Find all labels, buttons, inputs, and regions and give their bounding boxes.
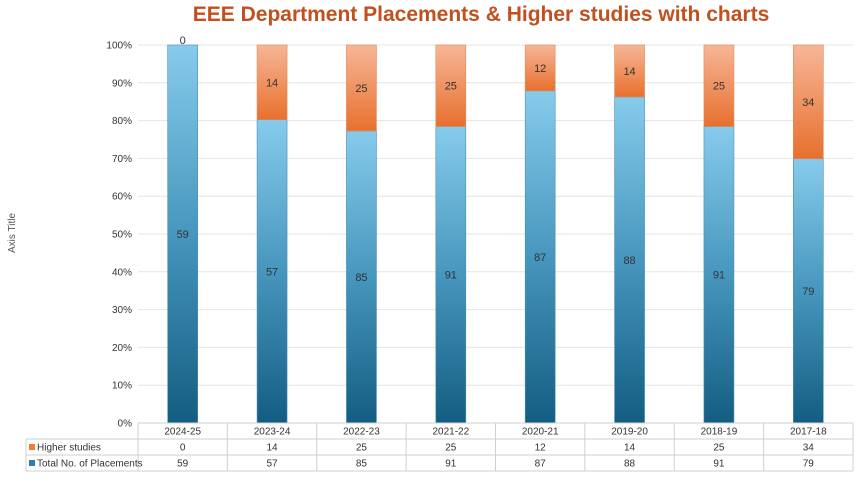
table-cell-higher-studies: 25 — [713, 443, 725, 454]
bar-placements — [703, 126, 735, 424]
bar-placements — [614, 96, 645, 424]
bar-series — [167, 44, 824, 424]
bar-placements — [256, 119, 288, 424]
data-label-higher-studies: 12 — [534, 63, 546, 75]
category-label: 2021-22 — [432, 427, 469, 438]
data-label-placements: 57 — [266, 266, 278, 278]
y-tick-label: 100% — [106, 41, 132, 52]
chart-title: EEE Department Placements & Higher studi… — [193, 3, 770, 26]
table-cell-placements: 91 — [445, 459, 457, 470]
table-cell-higher-studies: 25 — [356, 443, 368, 454]
legend-label-higher-studies: Higher studies — [37, 443, 101, 454]
category-label: 2020-21 — [522, 427, 559, 438]
data-label-higher-studies: 14 — [623, 66, 635, 78]
table-cell-higher-studies: 14 — [267, 443, 279, 454]
data-label-placements: 85 — [355, 272, 367, 284]
y-tick-label: 30% — [112, 305, 132, 316]
bar-higher-studies — [703, 44, 735, 127]
data-label-higher-studies: 34 — [802, 97, 814, 109]
category-label: 2023-24 — [254, 427, 291, 438]
bar-higher-studies — [346, 44, 377, 132]
table-cell-higher-studies: 0 — [180, 443, 186, 454]
bar-placements — [167, 44, 198, 424]
data-label-placements: 59 — [177, 229, 189, 241]
data-label-higher-studies: 25 — [445, 81, 457, 93]
bar-higher-studies — [256, 44, 288, 120]
table-cell-placements: 79 — [803, 459, 815, 470]
data-label-placements: 88 — [623, 255, 635, 267]
data-label-higher-studies: 0 — [180, 35, 186, 47]
category-label: 2022-23 — [343, 427, 380, 438]
category-label: 2024-25 — [164, 427, 201, 438]
y-tick-label: 70% — [112, 154, 132, 165]
table-cell-placements: 91 — [713, 459, 725, 470]
data-label-placements: 79 — [802, 286, 814, 298]
y-tick-label: 80% — [112, 116, 132, 127]
data-table: 2024-25 2023-24 2022-23 2021-22 2020-21 2019-… — [25, 422, 854, 472]
table-cell-placements: 57 — [267, 459, 279, 470]
y-axis-title: Axis Title — [7, 213, 18, 253]
table-cell-higher-studies: 14 — [624, 443, 636, 454]
data-label-higher-studies: 25 — [355, 83, 367, 95]
bar-higher-studies — [524, 44, 556, 92]
table-cell-placements: 87 — [535, 459, 547, 470]
y-axis-ticks: 0% 10% 20% 30% 40% 50% 60% 70% 80% 90% 100% — [106, 41, 132, 430]
legend-key-placements — [29, 460, 35, 466]
y-tick-label: 60% — [112, 192, 132, 203]
table-cell-placements: 59 — [177, 459, 189, 470]
y-tick-label: 20% — [112, 343, 132, 354]
bar-higher-studies — [435, 44, 467, 127]
legend-key-higher-studies — [29, 444, 35, 450]
data-labels: 59 0 57 14 85 25 91 25 87 12 88 14 91 25 79 34 — [177, 35, 815, 298]
table-cell-placements: 85 — [356, 459, 368, 470]
y-tick-label: 0% — [118, 419, 133, 430]
y-tick-label: 50% — [112, 230, 132, 241]
legend-label-placements: Total No. of Placements — [37, 459, 143, 470]
data-label-placements: 91 — [445, 270, 457, 282]
table-cell-higher-studies: 34 — [803, 443, 815, 454]
category-label: 2019-20 — [611, 427, 648, 438]
bar-higher-studies — [614, 44, 645, 98]
y-tick-label: 90% — [112, 78, 132, 89]
category-label: 2017-18 — [790, 427, 827, 438]
data-label-higher-studies: 25 — [713, 81, 725, 93]
table-cell-placements: 88 — [624, 459, 636, 470]
gridlines — [138, 44, 853, 424]
data-label-placements: 87 — [534, 252, 546, 264]
bar-higher-studies — [793, 44, 824, 160]
y-tick-label: 10% — [112, 381, 132, 392]
y-tick-label: 40% — [112, 267, 132, 278]
data-label-placements: 91 — [713, 270, 725, 282]
category-label: 2018-19 — [701, 427, 738, 438]
bar-placements — [524, 90, 556, 424]
table-cell-higher-studies: 12 — [535, 443, 547, 454]
data-label-higher-studies: 14 — [266, 77, 278, 89]
table-cell-higher-studies: 25 — [445, 443, 457, 454]
bar-placements — [346, 130, 377, 424]
